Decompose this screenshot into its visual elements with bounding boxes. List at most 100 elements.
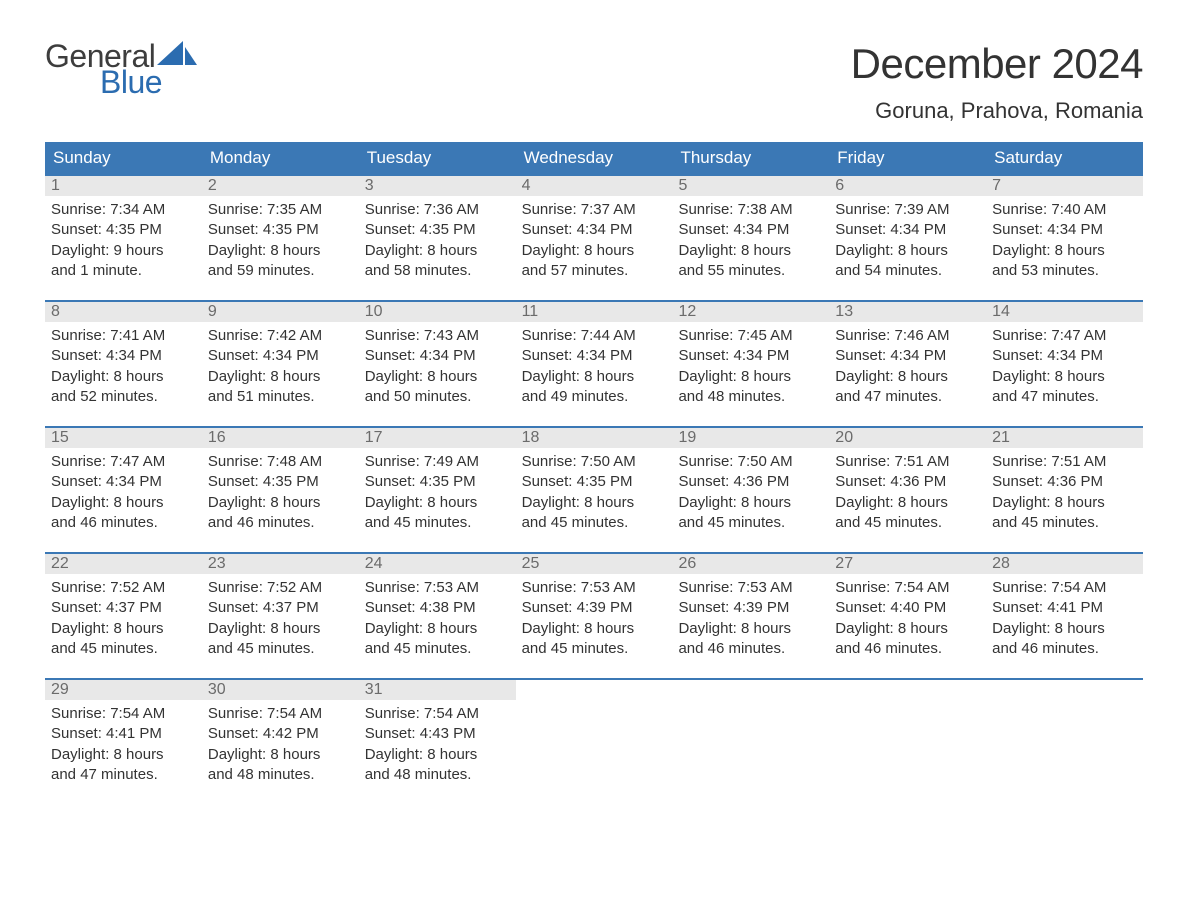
day-dl2: and 50 minutes. (365, 387, 510, 407)
day-dl2: and 48 minutes. (208, 765, 353, 785)
day-number: 27 (829, 554, 986, 574)
header: General Blue December 2024 Goruna, Praho… (45, 40, 1143, 124)
day-cell: 26Sunrise: 7:53 AMSunset: 4:39 PMDayligh… (672, 554, 829, 662)
day-dl1: Daylight: 8 hours (208, 619, 353, 639)
day-details: Sunrise: 7:51 AMSunset: 4:36 PMDaylight:… (986, 448, 1143, 535)
day-sunset: Sunset: 4:38 PM (365, 598, 510, 618)
day-sunrise: Sunrise: 7:53 AM (522, 578, 667, 598)
day-cell: 19Sunrise: 7:50 AMSunset: 4:36 PMDayligh… (672, 428, 829, 536)
day-details: Sunrise: 7:39 AMSunset: 4:34 PMDaylight:… (829, 196, 986, 283)
day-sunrise: Sunrise: 7:46 AM (835, 326, 980, 346)
day-sunset: Sunset: 4:34 PM (835, 346, 980, 366)
day-number: 20 (829, 428, 986, 448)
week-row: 22Sunrise: 7:52 AMSunset: 4:37 PMDayligh… (45, 552, 1143, 662)
day-details: Sunrise: 7:54 AMSunset: 4:42 PMDaylight:… (202, 700, 359, 787)
day-details: Sunrise: 7:50 AMSunset: 4:36 PMDaylight:… (672, 448, 829, 535)
day-details: Sunrise: 7:37 AMSunset: 4:34 PMDaylight:… (516, 196, 673, 283)
day-sunset: Sunset: 4:35 PM (51, 220, 196, 240)
day-details: Sunrise: 7:44 AMSunset: 4:34 PMDaylight:… (516, 322, 673, 409)
week-row: 8Sunrise: 7:41 AMSunset: 4:34 PMDaylight… (45, 300, 1143, 410)
day-details: Sunrise: 7:50 AMSunset: 4:35 PMDaylight:… (516, 448, 673, 535)
day-cell: 12Sunrise: 7:45 AMSunset: 4:34 PMDayligh… (672, 302, 829, 410)
day-dl1: Daylight: 8 hours (51, 493, 196, 513)
day-details: Sunrise: 7:49 AMSunset: 4:35 PMDaylight:… (359, 448, 516, 535)
day-sunset: Sunset: 4:35 PM (365, 220, 510, 240)
day-number: 10 (359, 302, 516, 322)
day-sunrise: Sunrise: 7:36 AM (365, 200, 510, 220)
day-dl2: and 46 minutes. (835, 639, 980, 659)
day-cell: 3Sunrise: 7:36 AMSunset: 4:35 PMDaylight… (359, 176, 516, 284)
day-number: 28 (986, 554, 1143, 574)
day-cell: 2Sunrise: 7:35 AMSunset: 4:35 PMDaylight… (202, 176, 359, 284)
day-cell: 11Sunrise: 7:44 AMSunset: 4:34 PMDayligh… (516, 302, 673, 410)
day-number: 12 (672, 302, 829, 322)
title-block: December 2024 Goruna, Prahova, Romania (851, 40, 1143, 124)
day-sunrise: Sunrise: 7:48 AM (208, 452, 353, 472)
day-cell: 1Sunrise: 7:34 AMSunset: 4:35 PMDaylight… (45, 176, 202, 284)
day-header: Monday (202, 142, 359, 174)
day-number: 19 (672, 428, 829, 448)
day-details: Sunrise: 7:35 AMSunset: 4:35 PMDaylight:… (202, 196, 359, 283)
day-sunset: Sunset: 4:34 PM (365, 346, 510, 366)
day-number: 6 (829, 176, 986, 196)
day-sunset: Sunset: 4:34 PM (992, 220, 1137, 240)
day-details: Sunrise: 7:45 AMSunset: 4:34 PMDaylight:… (672, 322, 829, 409)
day-cell: 24Sunrise: 7:53 AMSunset: 4:38 PMDayligh… (359, 554, 516, 662)
week-row: 29Sunrise: 7:54 AMSunset: 4:41 PMDayligh… (45, 678, 1143, 788)
day-dl2: and 59 minutes. (208, 261, 353, 281)
day-sunrise: Sunrise: 7:54 AM (51, 704, 196, 724)
day-dl1: Daylight: 8 hours (208, 367, 353, 387)
day-dl1: Daylight: 8 hours (835, 241, 980, 261)
day-dl1: Daylight: 8 hours (51, 745, 196, 765)
day-dl2: and 1 minute. (51, 261, 196, 281)
day-cell: 18Sunrise: 7:50 AMSunset: 4:35 PMDayligh… (516, 428, 673, 536)
week-row: 1Sunrise: 7:34 AMSunset: 4:35 PMDaylight… (45, 174, 1143, 284)
day-sunset: Sunset: 4:34 PM (522, 346, 667, 366)
day-cell: 8Sunrise: 7:41 AMSunset: 4:34 PMDaylight… (45, 302, 202, 410)
day-number: 24 (359, 554, 516, 574)
day-sunrise: Sunrise: 7:41 AM (51, 326, 196, 346)
day-dl2: and 48 minutes. (365, 765, 510, 785)
day-header: Friday (829, 142, 986, 174)
day-cell: 6Sunrise: 7:39 AMSunset: 4:34 PMDaylight… (829, 176, 986, 284)
day-dl1: Daylight: 8 hours (522, 619, 667, 639)
day-number: 7 (986, 176, 1143, 196)
day-dl2: and 46 minutes. (51, 513, 196, 533)
logo: General Blue (45, 40, 199, 98)
day-sunset: Sunset: 4:35 PM (208, 472, 353, 492)
day-dl2: and 45 minutes. (365, 639, 510, 659)
day-dl1: Daylight: 8 hours (208, 493, 353, 513)
day-cell: 27Sunrise: 7:54 AMSunset: 4:40 PMDayligh… (829, 554, 986, 662)
day-number: 14 (986, 302, 1143, 322)
day-cell: 4Sunrise: 7:37 AMSunset: 4:34 PMDaylight… (516, 176, 673, 284)
day-dl1: Daylight: 8 hours (522, 241, 667, 261)
day-dl1: Daylight: 8 hours (522, 493, 667, 513)
day-details: Sunrise: 7:42 AMSunset: 4:34 PMDaylight:… (202, 322, 359, 409)
day-number: 22 (45, 554, 202, 574)
day-sunrise: Sunrise: 7:51 AM (835, 452, 980, 472)
day-sunrise: Sunrise: 7:34 AM (51, 200, 196, 220)
day-dl1: Daylight: 8 hours (992, 619, 1137, 639)
day-details: Sunrise: 7:34 AMSunset: 4:35 PMDaylight:… (45, 196, 202, 283)
empty-cell (516, 680, 673, 788)
day-dl1: Daylight: 8 hours (678, 619, 823, 639)
day-details: Sunrise: 7:54 AMSunset: 4:40 PMDaylight:… (829, 574, 986, 661)
day-details: Sunrise: 7:41 AMSunset: 4:34 PMDaylight:… (45, 322, 202, 409)
day-dl2: and 46 minutes. (992, 639, 1137, 659)
day-sunrise: Sunrise: 7:53 AM (365, 578, 510, 598)
day-sunset: Sunset: 4:41 PM (992, 598, 1137, 618)
day-dl2: and 45 minutes. (835, 513, 980, 533)
day-sunrise: Sunrise: 7:54 AM (835, 578, 980, 598)
day-sunrise: Sunrise: 7:52 AM (51, 578, 196, 598)
day-cell: 21Sunrise: 7:51 AMSunset: 4:36 PMDayligh… (986, 428, 1143, 536)
day-sunrise: Sunrise: 7:54 AM (365, 704, 510, 724)
day-details: Sunrise: 7:54 AMSunset: 4:41 PMDaylight:… (986, 574, 1143, 661)
day-dl2: and 49 minutes. (522, 387, 667, 407)
day-dl2: and 45 minutes. (992, 513, 1137, 533)
day-dl1: Daylight: 8 hours (992, 241, 1137, 261)
day-sunset: Sunset: 4:40 PM (835, 598, 980, 618)
day-sunset: Sunset: 4:34 PM (678, 346, 823, 366)
day-sunset: Sunset: 4:41 PM (51, 724, 196, 744)
day-details: Sunrise: 7:53 AMSunset: 4:38 PMDaylight:… (359, 574, 516, 661)
day-header: Sunday (45, 142, 202, 174)
